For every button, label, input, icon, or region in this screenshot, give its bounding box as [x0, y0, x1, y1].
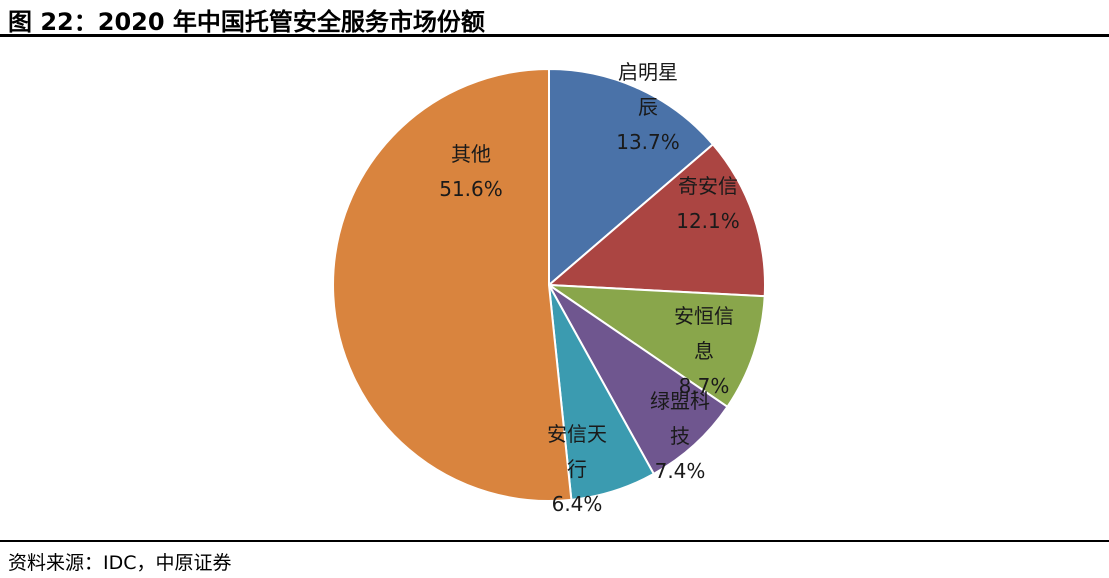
source-note: 资料来源：IDC，中原证券 [8, 552, 232, 574]
slice-name-label: 息 [694, 339, 714, 363]
slice-value-label: 13.7% [616, 130, 680, 154]
slice-value-label: 8.7% [679, 374, 730, 398]
slice-label-1: 启明星辰 13.7% [616, 60, 680, 154]
slice-label-5: 安信天行 6.4% [547, 422, 607, 516]
pie-slice-3 [545, 283, 766, 409]
slice-name-label: 奇安信 [678, 174, 738, 198]
slice-value-label: 51.6% [439, 177, 503, 201]
slice-name-label: 安恒信 [674, 304, 734, 328]
slice-label-6: 其他 51.6% [439, 142, 503, 201]
slice-name-label: 安信天 [547, 422, 607, 446]
source-rule [0, 540, 1109, 542]
figure-title: 图 22：2020 年中国托管安全服务市场份额 [8, 8, 485, 36]
title-rule [0, 34, 1109, 37]
pie-slice-2 [546, 142, 766, 298]
slice-name-label: 绿盟科 [650, 389, 710, 413]
slice-name-label: 启明星 [618, 60, 678, 84]
pie-slice-4 [548, 284, 729, 476]
pie-slice-6 [332, 67, 573, 502]
slice-value-label: 7.4% [655, 459, 706, 483]
slice-label-3: 安恒信息 8.7% [674, 304, 734, 398]
slice-value-label: 6.4% [552, 492, 603, 516]
slice-name-label: 其他 [451, 142, 491, 166]
slice-name-label: 辰 [638, 95, 658, 119]
slice-label-4: 绿盟科技 7.4% [650, 389, 710, 483]
pie-slice-1 [548, 67, 715, 288]
pie-chart-svg: 启明星辰 13.7% 奇安信 12.1% 安恒信息 8.7%绿盟科技 7.4% 安信天行 6.4… [332, 60, 766, 516]
pie-chart: 启明星辰 13.7% 奇安信 12.1% 安恒信息 8.7% 绿盟科技 7.4% 安信天行 6.4… [300, 52, 800, 524]
slice-name-label: 技 [670, 424, 690, 448]
slice-label-2: 奇安信 12.1% [676, 174, 740, 233]
slice-value-label: 12.1% [676, 209, 740, 233]
slice-name-label: 行 [567, 457, 587, 481]
